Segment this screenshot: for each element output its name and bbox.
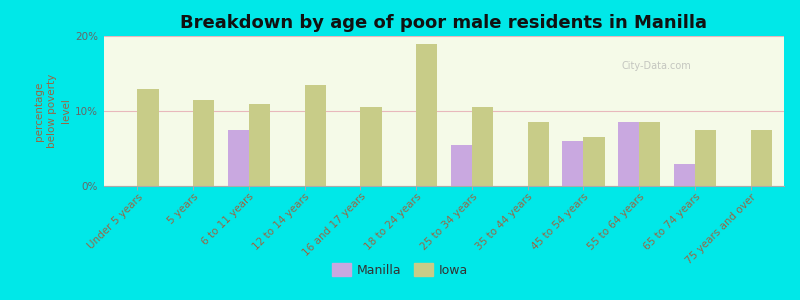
Bar <box>249 103 270 186</box>
Title: Breakdown by age of poor male residents in Manilla: Breakdown by age of poor male residents … <box>181 14 707 32</box>
Bar <box>193 100 214 186</box>
Y-axis label: percentage
below poverty
level: percentage below poverty level <box>34 74 70 148</box>
Bar <box>583 137 605 186</box>
Bar <box>450 145 472 186</box>
Bar <box>138 88 158 186</box>
Bar <box>416 44 438 186</box>
Bar <box>228 130 249 186</box>
Bar <box>750 130 772 186</box>
Bar <box>472 107 493 186</box>
Legend: Manilla, Iowa: Manilla, Iowa <box>327 258 473 282</box>
Bar <box>674 164 695 186</box>
Bar <box>360 107 382 186</box>
Bar <box>562 141 583 186</box>
Text: City-Data.com: City-Data.com <box>621 61 691 71</box>
Bar <box>695 130 716 186</box>
Bar <box>528 122 549 186</box>
Bar <box>639 122 660 186</box>
Bar <box>618 122 639 186</box>
Bar <box>305 85 326 186</box>
